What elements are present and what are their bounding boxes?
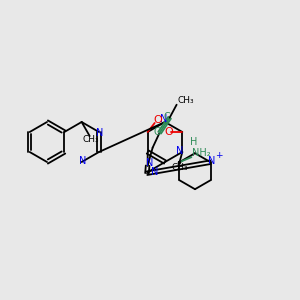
Text: N: N [152,167,159,177]
Text: N: N [96,128,103,139]
Text: O: O [164,127,173,137]
Text: CH₃: CH₃ [82,136,99,145]
Text: N: N [79,155,86,166]
Text: N: N [208,156,215,166]
Text: N: N [160,115,168,124]
Text: NH₂: NH₂ [192,148,211,158]
Text: O: O [153,115,162,125]
Text: C: C [153,127,160,137]
Text: CH₃: CH₃ [171,163,188,172]
Text: N: N [146,158,153,168]
Text: H: H [190,137,197,147]
Text: +: + [215,151,222,160]
Text: C: C [163,112,170,122]
Text: N: N [176,146,183,156]
Text: CH₃: CH₃ [177,96,194,105]
